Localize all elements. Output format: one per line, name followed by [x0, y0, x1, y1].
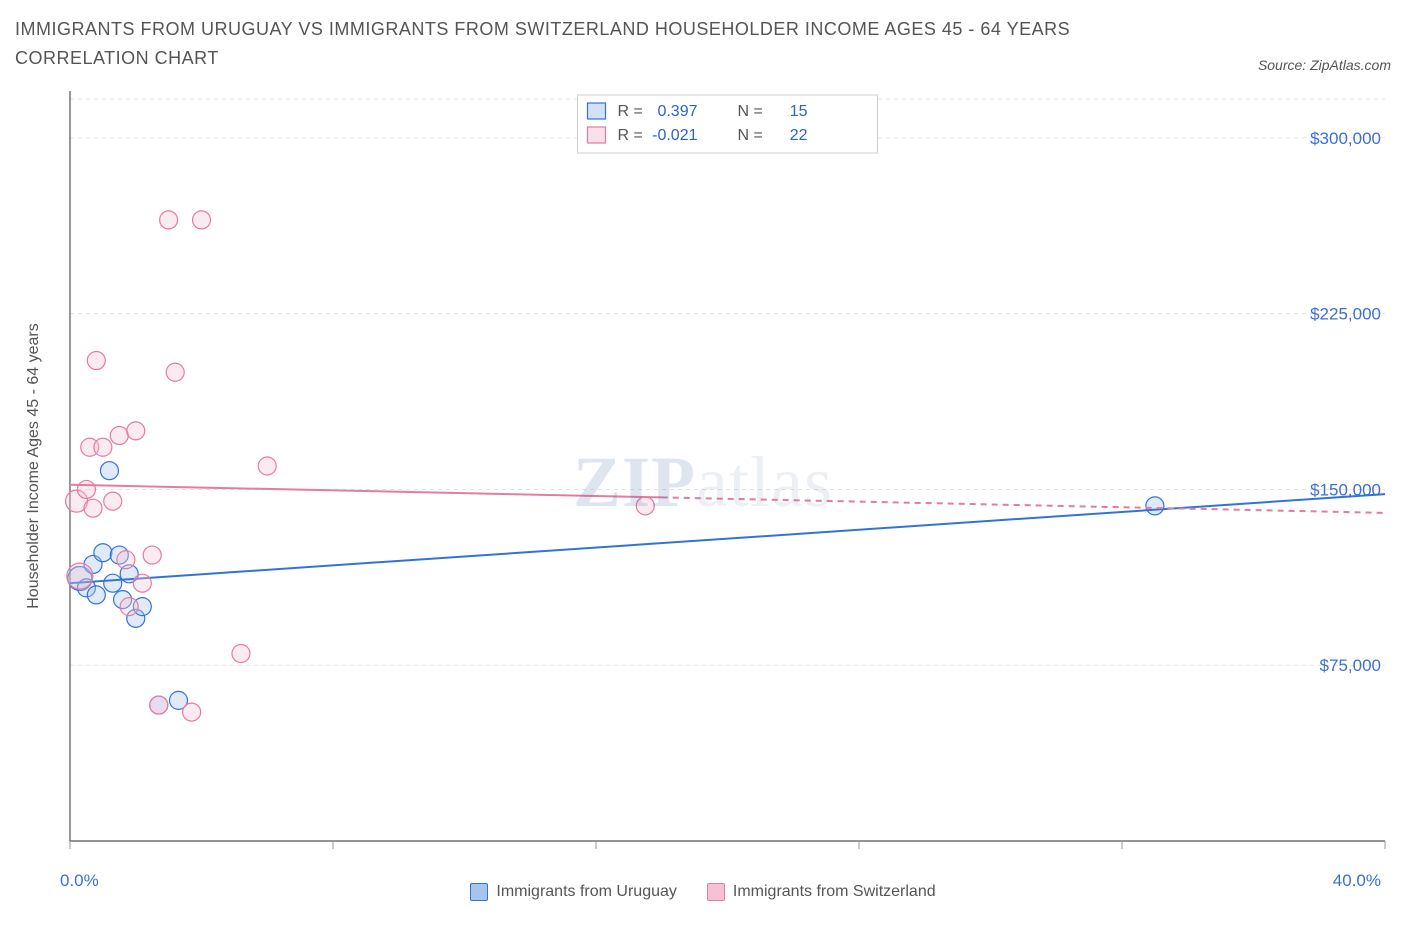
chart-container: $75,000$150,000$225,000$300,000Household…: [15, 81, 1391, 901]
svg-text:Householder Income Ages 45 - 6: Householder Income Ages 45 - 64 years: [25, 323, 42, 609]
svg-text:N =: N =: [738, 127, 763, 144]
x-min-label: 0.0%: [60, 871, 99, 891]
svg-text:$225,000: $225,000: [1310, 304, 1381, 323]
x-max-label: 40.0%: [1333, 871, 1381, 891]
svg-text:$75,000: $75,000: [1320, 656, 1381, 675]
svg-text:22: 22: [790, 127, 808, 144]
chart-title: IMMIGRANTS FROM URUGUAY VS IMMIGRANTS FR…: [15, 15, 1165, 73]
source-label: Source: ZipAtlas.com: [1258, 57, 1391, 73]
svg-text:-0.021: -0.021: [652, 127, 697, 144]
header-row: IMMIGRANTS FROM URUGUAY VS IMMIGRANTS FR…: [15, 15, 1391, 73]
x-axis-range-labels: 0.0% 40.0%: [15, 871, 1391, 891]
scatter-chart: $75,000$150,000$225,000$300,000Household…: [15, 81, 1391, 901]
svg-text:R =: R =: [618, 103, 643, 120]
svg-text:N =: N =: [738, 103, 763, 120]
svg-text:R =: R =: [618, 127, 643, 144]
svg-text:15: 15: [790, 103, 808, 120]
svg-text:0.397: 0.397: [657, 103, 697, 120]
svg-text:$300,000: $300,000: [1310, 128, 1381, 147]
